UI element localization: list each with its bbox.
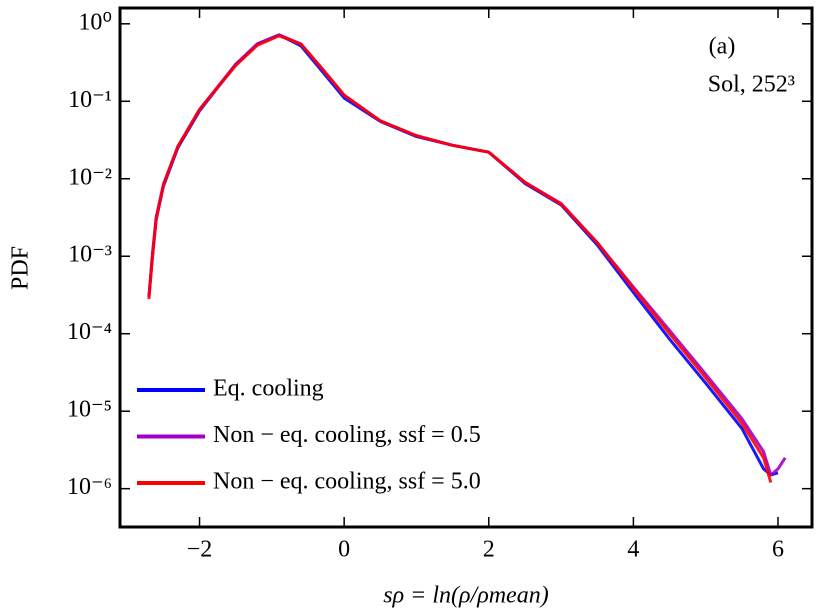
x-tick-label: 4 <box>627 537 639 563</box>
annotation: Sol, 252³ <box>708 72 795 98</box>
x-axis-label: sρ = ln(ρ/ρmean) <box>383 583 548 609</box>
plot-frame <box>118 6 814 529</box>
x-tick-label: 0 <box>338 537 350 563</box>
y-axis-label: PDF <box>8 246 34 290</box>
legend-label: Non − eq. cooling, ssf = 0.5 <box>213 422 481 448</box>
series-line <box>147 34 773 483</box>
y-tick-label: 10⁻⁵ <box>67 397 112 423</box>
legend-label: Non − eq. cooling, ssf = 5.0 <box>213 469 481 495</box>
x-tick-label: −2 <box>187 537 213 563</box>
legend-label: Eq. cooling <box>213 376 324 402</box>
x-tick-label: 2 <box>483 537 495 563</box>
y-tick-label: 10⁻² <box>68 164 112 190</box>
x-tick-label: 6 <box>772 537 784 563</box>
annotation: (a) <box>709 34 736 60</box>
y-tick-label: 10⁻³ <box>68 242 112 268</box>
y-tick-label: 10⁻⁶ <box>67 474 112 500</box>
y-tick-label: 10⁻⁴ <box>67 319 112 345</box>
y-tick-label: 10⁻¹ <box>68 87 112 113</box>
y-tick-label: 10⁰ <box>78 9 112 35</box>
series-line <box>147 33 787 477</box>
series-line <box>147 33 779 477</box>
